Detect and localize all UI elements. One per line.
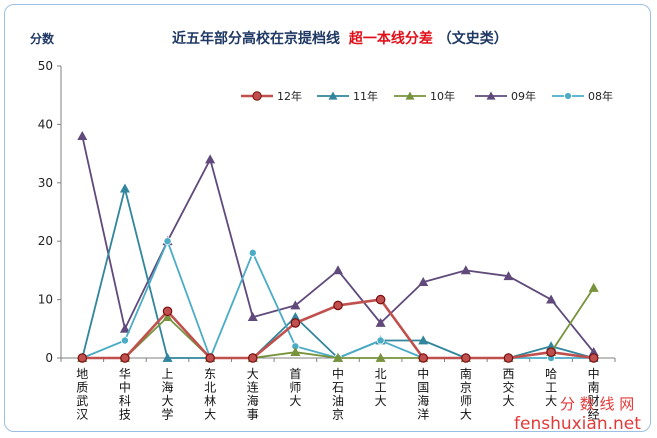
x-tick-label: 中国海洋 <box>417 366 429 422</box>
data-point <box>333 300 343 311</box>
legend-item-09年: 09年 <box>475 89 536 103</box>
data-point <box>418 353 429 363</box>
x-tick-label: 首师大 <box>289 367 301 408</box>
x-tick-label: 西交大 <box>502 367 514 408</box>
data-point <box>375 294 386 305</box>
y-tick-label: 50 <box>38 59 53 73</box>
data-point <box>247 312 258 322</box>
data-point <box>290 300 301 310</box>
data-point <box>120 336 129 345</box>
data-point <box>77 130 88 140</box>
axes: 0 10 20 30 40 50 地质武汉 华中科技 上海大学 东北林大 大连海事 首师大 中石油京 北工… <box>38 59 616 422</box>
legend-item-08年: 08年 <box>552 89 613 103</box>
data-point <box>290 318 301 328</box>
chart-title-highlight: 超一本线分差 <box>348 30 433 47</box>
series-12年 <box>77 294 599 363</box>
data-point <box>588 353 599 363</box>
data-point <box>205 353 215 363</box>
x-tick-label: 地质武汉 <box>76 367 88 422</box>
x-tick-label: 大连海事 <box>247 367 259 422</box>
data-point <box>460 265 471 275</box>
legend: 12年 11年 10年 09年 08年 <box>241 89 613 103</box>
x-tick-label: 南京师大 <box>460 366 472 422</box>
watermark: 分 数 线 网 fenshuxian.net <box>514 395 641 434</box>
data-point <box>290 347 301 357</box>
y-tick-label: 40 <box>38 117 53 131</box>
legend-swatch-marker <box>405 91 415 100</box>
x-tick-label: 哈工大 <box>545 367 557 408</box>
data-point <box>546 347 556 357</box>
data-point <box>418 335 429 345</box>
data-point <box>375 317 386 327</box>
watermark-cn: 分 数 线 网 <box>560 395 634 413</box>
legend-item-12年: 12年 <box>241 89 302 103</box>
legend-item-11年: 11年 <box>317 89 378 103</box>
data-point <box>503 353 514 363</box>
chart-title-suffix: （文史类） <box>438 30 508 47</box>
data-point <box>119 183 130 193</box>
data-point <box>332 352 344 362</box>
data-point <box>247 353 258 363</box>
legend-swatch-marker <box>328 91 338 100</box>
legend-swatch-marker <box>486 91 496 100</box>
x-tick-label: 中石油京 <box>332 366 344 422</box>
legend-swatch-marker <box>563 91 573 101</box>
legend-item-10年: 10年 <box>394 89 455 103</box>
watermark-en: fenshuxian.net <box>514 414 641 434</box>
series-08年 <box>78 237 598 362</box>
data-point <box>503 271 514 281</box>
data-point <box>332 265 344 275</box>
y-tick-label: 0 <box>45 351 53 365</box>
y-tick-label: 30 <box>38 176 53 190</box>
y-tick-label: 10 <box>38 293 53 307</box>
x-tick-label: 东北林大 <box>204 367 216 422</box>
x-tick-label: 北工大 <box>375 367 387 408</box>
data-point <box>119 323 130 333</box>
data-point <box>375 352 386 362</box>
data-point <box>418 276 429 286</box>
y-tick-label: 20 <box>38 234 53 248</box>
data-point <box>248 248 257 257</box>
data-point <box>205 154 216 164</box>
x-tick-label: 中南财经 <box>588 366 600 422</box>
legend-label: 08年 <box>588 89 613 103</box>
legend-label: 09年 <box>511 89 536 103</box>
data-point <box>376 336 385 345</box>
x-tick-label: 上海大学 <box>162 367 174 422</box>
legend-label: 11年 <box>353 89 378 103</box>
legend-label: 12年 <box>277 89 302 103</box>
y-axis-label: 分数 <box>30 31 55 46</box>
data-point <box>120 353 130 363</box>
data-point <box>162 352 173 362</box>
x-tick-label: 华中科技 <box>119 367 131 422</box>
chart-title-main: 近五年部分高校在京提档线 <box>172 30 340 47</box>
legend-swatch-marker <box>252 91 262 101</box>
series-layer <box>77 130 599 363</box>
data-point <box>162 312 173 322</box>
data-point <box>163 237 172 246</box>
chart-frame <box>4 4 651 432</box>
data-point <box>461 353 471 363</box>
series-line <box>81 240 594 359</box>
chart-title: 近五年部分高校在京提档线 超一本线分差 （文史类） <box>172 30 508 47</box>
data-point <box>162 306 173 317</box>
legend-label: 10年 <box>430 89 455 103</box>
data-point <box>77 353 88 363</box>
data-point <box>588 282 599 292</box>
data-point <box>546 294 557 304</box>
